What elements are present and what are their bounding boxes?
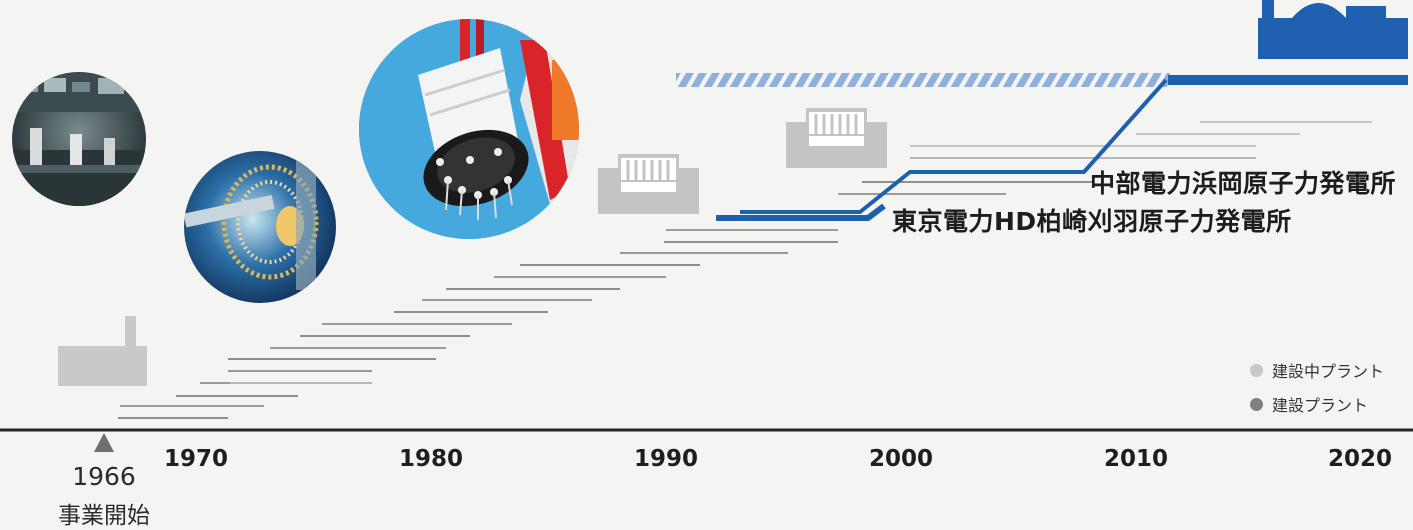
- construction-bars: [118, 121, 1372, 419]
- year-label-1980: 1980: [398, 446, 464, 472]
- legend-constructed-label: 建設プラント: [1272, 396, 1369, 415]
- hamaoka-line: [740, 75, 1408, 214]
- year-label-2000: 2000: [868, 446, 934, 472]
- control-room-photo: [12, 72, 146, 206]
- year-label-2010: 2010: [1103, 446, 1169, 472]
- kashiwazaki-plant-label: 東京電力HD柏崎刈羽原子力発電所: [892, 207, 1292, 236]
- plant-building-icon-1990s: [598, 154, 699, 214]
- hamaoka-building-icon: [1258, 0, 1408, 59]
- kashiwazaki-line: [716, 203, 886, 221]
- start-event-label: 事業開始: [58, 503, 150, 529]
- legend-under-construction: 建設中プラント: [1250, 358, 1384, 382]
- factory-icon: [58, 316, 147, 386]
- year-label-1990: 1990: [633, 446, 699, 472]
- legend-under-construction-label: 建設中プラント: [1272, 362, 1385, 381]
- turbine-photo: [184, 151, 336, 303]
- start-year-label: 1966: [72, 462, 136, 491]
- legend-constructed: 建設プラント: [1250, 392, 1368, 416]
- year-label-1970: 1970: [163, 446, 229, 472]
- start-marker-icon: [94, 433, 114, 452]
- legend-light-dot-icon: [1250, 363, 1263, 377]
- plant-building-icon-2000s: [786, 108, 887, 168]
- hamaoka-plant-label: 中部電力浜岡原子力発電所: [1090, 169, 1397, 198]
- hatched-future-band: [676, 73, 1170, 87]
- reactor-component-photo: [359, 19, 579, 239]
- legend-dark-dot-icon: [1250, 397, 1263, 411]
- year-label-2020: 2020: [1327, 446, 1393, 472]
